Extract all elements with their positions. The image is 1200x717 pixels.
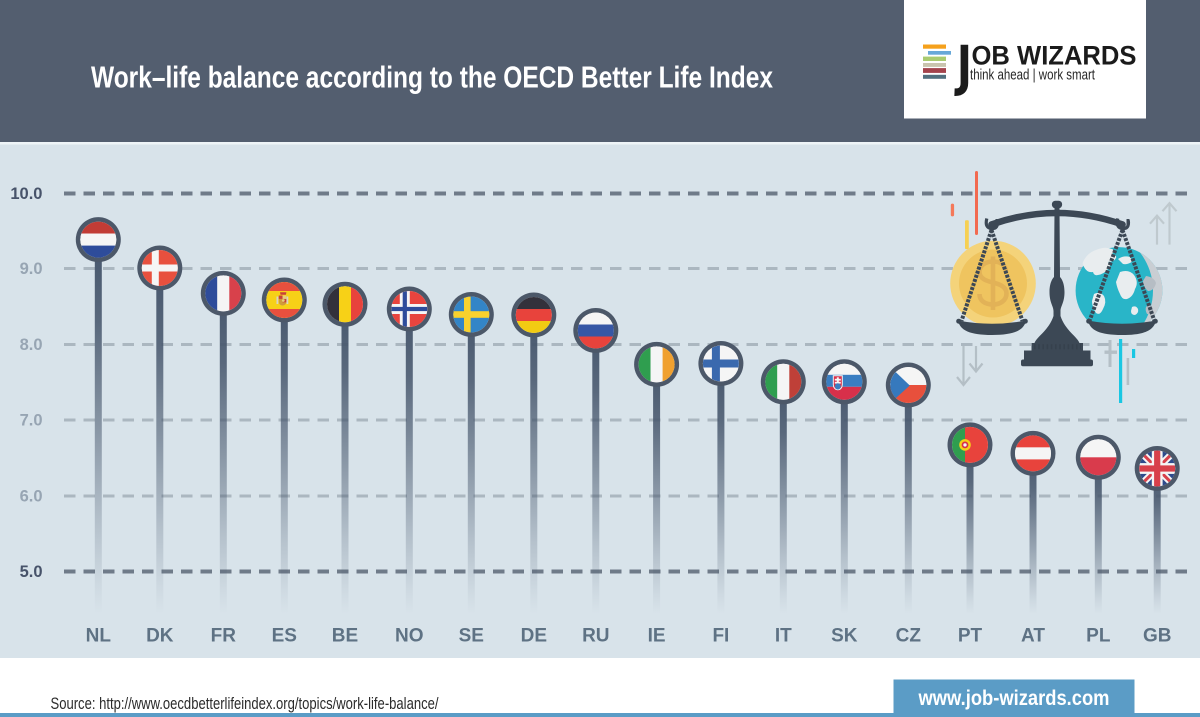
svg-text:think ahead | work smart: think ahead | work smart: [970, 68, 1095, 84]
svg-text:5.0: 5.0: [20, 563, 43, 581]
svg-text:7.0: 7.0: [20, 412, 43, 430]
svg-text:GB: GB: [1143, 626, 1172, 647]
svg-text:DE: DE: [521, 626, 547, 647]
svg-text:10.0: 10.0: [10, 185, 42, 203]
svg-text:8.0: 8.0: [20, 336, 43, 354]
svg-text:Source: http://www.oecdbetterl: Source: http://www.oecdbetterlifeindex.o…: [51, 695, 439, 713]
svg-text:www.job-wizards.com: www.job-wizards.com: [918, 687, 1110, 710]
svg-text:BE: BE: [332, 626, 358, 647]
svg-text:FR: FR: [211, 626, 237, 647]
svg-text:DK: DK: [146, 626, 174, 647]
svg-text:PL: PL: [1086, 626, 1111, 647]
svg-text:IT: IT: [775, 626, 792, 647]
svg-text:6.0: 6.0: [20, 488, 43, 506]
svg-text:NL: NL: [86, 626, 112, 647]
svg-text:RU: RU: [582, 626, 609, 647]
svg-text:AT: AT: [1021, 626, 1045, 647]
svg-text:CZ: CZ: [896, 626, 922, 647]
svg-text:IE: IE: [648, 626, 666, 647]
svg-text:SK: SK: [831, 626, 858, 647]
svg-text:9.0: 9.0: [20, 260, 43, 278]
svg-text:ES: ES: [272, 626, 297, 647]
svg-text:Work–life balance according to: Work–life balance according to the OECD …: [91, 60, 774, 95]
svg-text:PT: PT: [958, 626, 983, 647]
svg-text:NO: NO: [395, 626, 424, 647]
svg-text:FI: FI: [712, 626, 729, 647]
svg-text:OB WIZARDS: OB WIZARDS: [972, 41, 1137, 71]
svg-text:SE: SE: [459, 626, 484, 647]
